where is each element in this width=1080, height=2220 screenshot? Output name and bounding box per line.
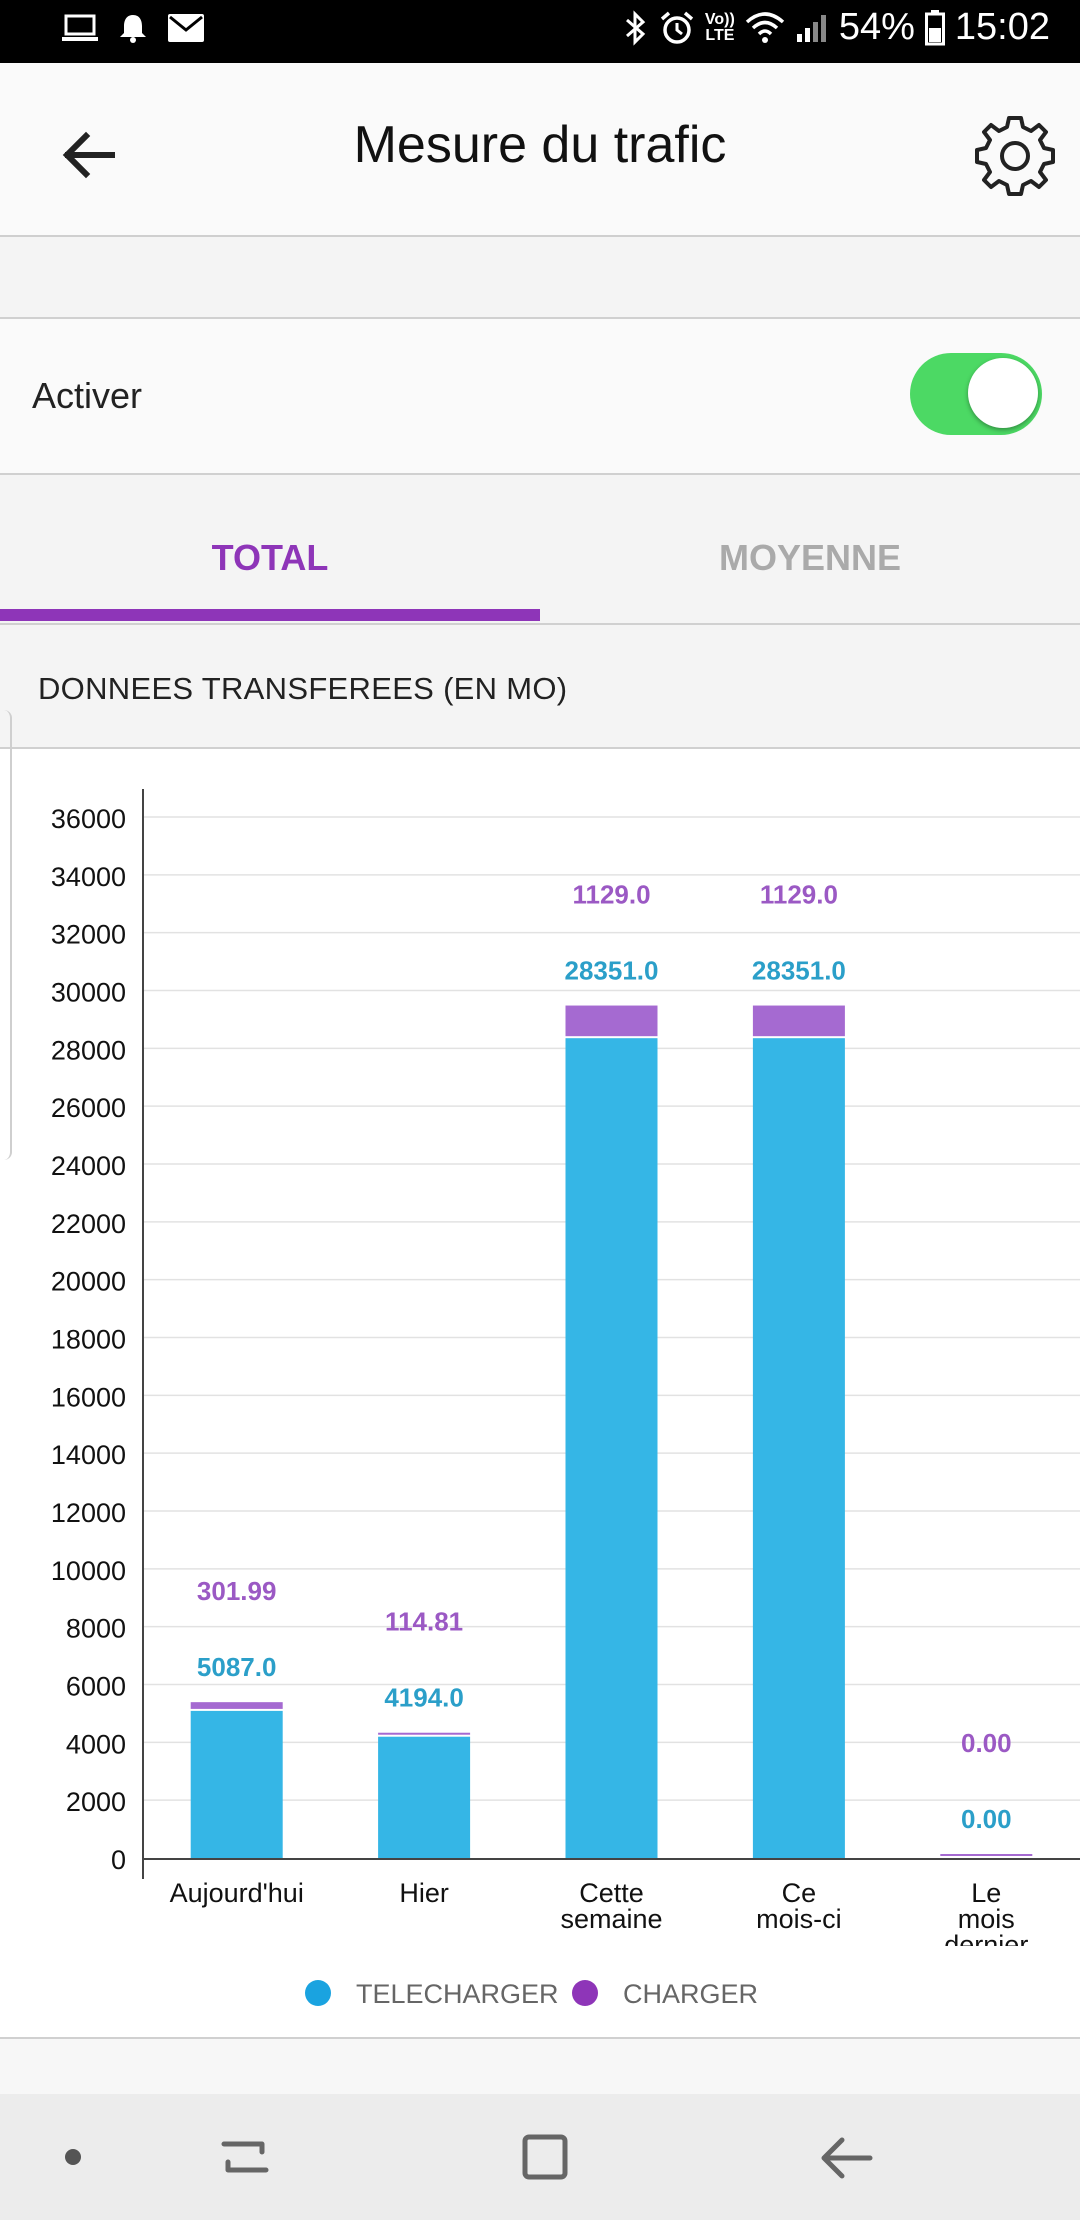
laptop-icon [62, 14, 98, 41]
divider [0, 2037, 1080, 2039]
y-tick-label: 16000 [51, 1382, 126, 1412]
bar-download [752, 1038, 845, 1858]
battery-percent: 54% [838, 6, 915, 48]
section-title: DONNEES TRANSFEREES (EN MO) [38, 671, 568, 706]
y-tick-label: 4000 [66, 1729, 126, 1759]
y-tick-label: 18000 [51, 1325, 126, 1355]
x-tick-label: Hier [399, 1878, 449, 1908]
bar-upload [940, 1854, 1033, 1856]
tab-indicator [0, 609, 540, 621]
data-label-upload: 0.00 [961, 1728, 1012, 1758]
y-tick-label: 14000 [51, 1440, 126, 1470]
activate-row: Activer [0, 319, 1080, 475]
bluetooth-icon [625, 9, 646, 46]
back-icon [821, 2137, 873, 2179]
data-label-download: 5087.0 [197, 1652, 277, 1682]
back-button[interactable] [50, 115, 130, 195]
data-label-upload: 114.81 [385, 1607, 463, 1637]
bar-download [378, 1736, 471, 1858]
volte-bottom-text: LTE [705, 26, 735, 44]
x-tick-label: Cette [579, 1878, 644, 1908]
volte-icon: Vo)) LTE [704, 10, 735, 44]
chart-area: 0 2000 4000 6000 8000 10000 12000 14000 16000 180… [0, 749, 1080, 2037]
y-tick-label: 12000 [51, 1498, 126, 1528]
legend-download-label: TELECHARGER [356, 1979, 559, 2009]
data-label-download: 0.00 [961, 1804, 1012, 1834]
y-tick-label: 6000 [66, 1672, 126, 1702]
bell-icon [120, 15, 146, 43]
section-header: DONNEES TRANSFEREES (EN MO) [0, 625, 1080, 749]
dot-button[interactable] [38, 2122, 108, 2192]
data-label-download: 4194.0 [384, 1683, 464, 1713]
legend-download-marker [305, 1980, 331, 2006]
clock-time: 15:02 [954, 6, 1050, 48]
x-tick-label: mois-ci [756, 1904, 842, 1934]
recent-apps-icon [221, 2141, 269, 2173]
legend-upload-marker [572, 1980, 598, 2006]
spacer-band [0, 2039, 1080, 2094]
page-title: Mesure du trafic [353, 116, 727, 174]
y-tick-label: 2000 [66, 1787, 126, 1817]
y-tick-label: 34000 [51, 862, 126, 892]
mail-icon [168, 14, 204, 42]
y-tick-label: 26000 [51, 1093, 126, 1123]
back-nav-button[interactable] [812, 2122, 882, 2192]
status-bar: Vo)) LTE 54% 15:02 [0, 0, 1080, 63]
y-tick-label: 30000 [51, 978, 126, 1008]
data-chart: 0 2000 4000 6000 8000 10000 12000 14000 16000 180… [0, 789, 1080, 2009]
x-tick-label: Aujourd'hui [170, 1878, 304, 1908]
bar-upload [565, 1005, 658, 1037]
x-tick-label: semaine [560, 1904, 662, 1934]
signal-icon [796, 14, 826, 42]
home-button[interactable] [510, 2122, 580, 2192]
data-label-upload: 1129.0 [760, 880, 838, 910]
activate-toggle[interactable] [910, 353, 1046, 435]
data-label-download: 28351.0 [565, 956, 659, 986]
x-tick-label: Le [971, 1878, 1001, 1908]
x-tick-label: mois [958, 1904, 1015, 1934]
y-tick-label: 20000 [51, 1267, 126, 1297]
home-icon [522, 2134, 568, 2180]
bar-download [190, 1710, 283, 1858]
tab-bar: TOTAL MOYENNE [0, 475, 1080, 625]
bar-download [565, 1038, 658, 1858]
y-tick-label: 24000 [51, 1151, 126, 1181]
y-tick-label: 10000 [51, 1556, 126, 1586]
gear-icon [975, 116, 1055, 196]
y-tick-label: 22000 [51, 1209, 126, 1239]
navigation-bar [0, 2094, 1080, 2220]
y-tick-label: 8000 [66, 1614, 126, 1644]
spacer-band [0, 237, 1080, 319]
wifi-icon [745, 11, 785, 43]
data-label-download: 28351.0 [752, 956, 846, 986]
dot-icon [65, 2149, 81, 2165]
y-tick-label: 36000 [51, 804, 126, 834]
arrow-left-icon [62, 131, 115, 179]
y-tick-label: 0 [111, 1845, 126, 1875]
legend-upload-label: CHARGER [623, 1979, 758, 2009]
data-label-upload: 1129.0 [572, 880, 650, 910]
activate-label: Activer [32, 375, 143, 416]
y-tick-label: 28000 [51, 1035, 126, 1065]
alarm-icon [660, 11, 694, 44]
battery-icon [924, 9, 945, 45]
tab-moyenne[interactable]: MOYENNE [718, 537, 902, 578]
x-tick-label: Ce [782, 1878, 817, 1908]
toggle-knob [968, 358, 1038, 428]
label-clip [0, 1946, 1080, 1966]
side-panel-handle[interactable] [0, 710, 12, 1160]
bar-upload [752, 1005, 845, 1037]
recent-apps-button[interactable] [210, 2122, 280, 2192]
settings-button[interactable] [972, 113, 1058, 199]
volte-top-text: Vo)) [704, 10, 735, 28]
app-bar: Mesure du trafic [0, 63, 1080, 237]
tab-total[interactable]: TOTAL [211, 537, 329, 578]
data-label-upload: 301.99 [197, 1576, 277, 1606]
bar-upload [378, 1732, 471, 1735]
y-tick-label: 32000 [51, 920, 126, 950]
bar-upload [190, 1702, 283, 1709]
